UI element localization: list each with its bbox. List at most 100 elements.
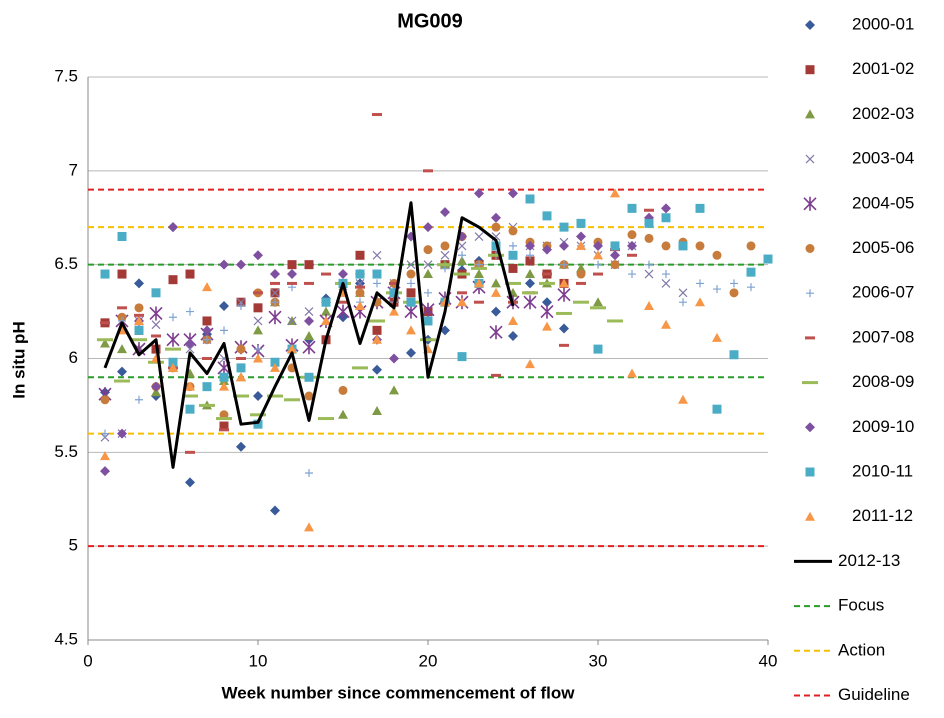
marker	[253, 303, 263, 313]
marker	[202, 282, 212, 292]
marker	[271, 298, 279, 307]
marker	[389, 306, 399, 316]
legend-label: Action	[838, 640, 885, 659]
marker	[695, 241, 705, 251]
marker	[491, 222, 501, 232]
marker	[338, 385, 348, 395]
marker	[542, 244, 552, 255]
marker	[203, 335, 211, 344]
marker	[508, 226, 518, 236]
marker	[135, 395, 143, 404]
marker	[253, 391, 263, 402]
marker	[645, 260, 653, 269]
y-tick-label: 7	[69, 160, 78, 179]
marker	[491, 287, 501, 297]
marker	[407, 279, 415, 288]
marker	[712, 404, 722, 414]
marker	[424, 288, 432, 297]
marker	[236, 344, 246, 354]
marker	[134, 325, 144, 335]
marker	[134, 315, 144, 325]
marker	[166, 332, 180, 347]
marker	[169, 313, 177, 322]
marker	[542, 321, 552, 331]
marker	[389, 288, 399, 298]
marker	[525, 240, 535, 251]
marker	[304, 260, 314, 270]
marker	[525, 194, 535, 204]
marker	[372, 250, 382, 260]
marker	[474, 269, 484, 279]
marker	[661, 213, 671, 223]
marker	[151, 288, 161, 298]
marker	[559, 323, 569, 334]
marker	[576, 263, 586, 273]
marker	[423, 260, 433, 270]
marker	[134, 303, 144, 313]
marker	[746, 267, 756, 277]
marker	[149, 306, 163, 321]
marker	[644, 218, 654, 228]
marker	[355, 300, 365, 310]
marker	[627, 368, 637, 378]
marker	[594, 260, 602, 269]
marker	[491, 278, 501, 288]
marker	[101, 429, 109, 438]
marker	[696, 279, 704, 288]
marker	[236, 441, 246, 452]
legend-symbol	[805, 65, 815, 75]
marker	[219, 381, 229, 391]
legend-symbol	[805, 467, 815, 477]
marker	[406, 297, 416, 307]
marker	[270, 288, 280, 298]
marker	[491, 212, 501, 223]
marker	[219, 421, 229, 431]
marker	[270, 505, 280, 516]
marker	[576, 269, 586, 279]
x-tick-label: 30	[589, 651, 608, 670]
marker	[304, 372, 314, 382]
marker	[117, 344, 127, 354]
marker	[185, 269, 195, 279]
marker	[117, 366, 127, 377]
marker	[576, 218, 586, 228]
marker	[100, 338, 110, 348]
marker	[508, 188, 518, 199]
marker	[713, 285, 721, 294]
marker	[508, 250, 518, 260]
marker	[661, 279, 671, 288]
marker	[593, 250, 603, 260]
y-tick-label: 4.5	[54, 629, 78, 648]
marker	[746, 241, 756, 251]
marker	[695, 297, 705, 307]
marker	[389, 353, 399, 364]
marker	[117, 428, 127, 439]
marker	[168, 357, 178, 367]
legend-label: 2004-05	[852, 193, 914, 212]
marker	[662, 270, 670, 279]
marker	[406, 260, 416, 270]
marker	[406, 269, 416, 279]
marker	[508, 263, 518, 273]
x-tick-label: 40	[759, 651, 778, 670]
marker	[457, 241, 467, 251]
marker	[523, 295, 537, 310]
legend-symbol	[805, 244, 815, 253]
marker	[525, 278, 535, 289]
marker	[100, 466, 110, 477]
marker	[526, 251, 534, 260]
marker	[712, 332, 722, 342]
marker	[168, 222, 178, 233]
marker	[305, 468, 313, 477]
marker	[491, 306, 501, 317]
marker	[304, 307, 314, 317]
marker	[457, 352, 467, 362]
marker	[440, 241, 450, 251]
marker	[270, 362, 280, 372]
marker	[253, 419, 263, 429]
legend-symbol	[806, 289, 814, 298]
y-tick-label: 6.5	[54, 254, 78, 273]
marker	[593, 240, 603, 251]
legend-label: Focus	[838, 596, 884, 615]
legend-symbol	[805, 154, 815, 164]
